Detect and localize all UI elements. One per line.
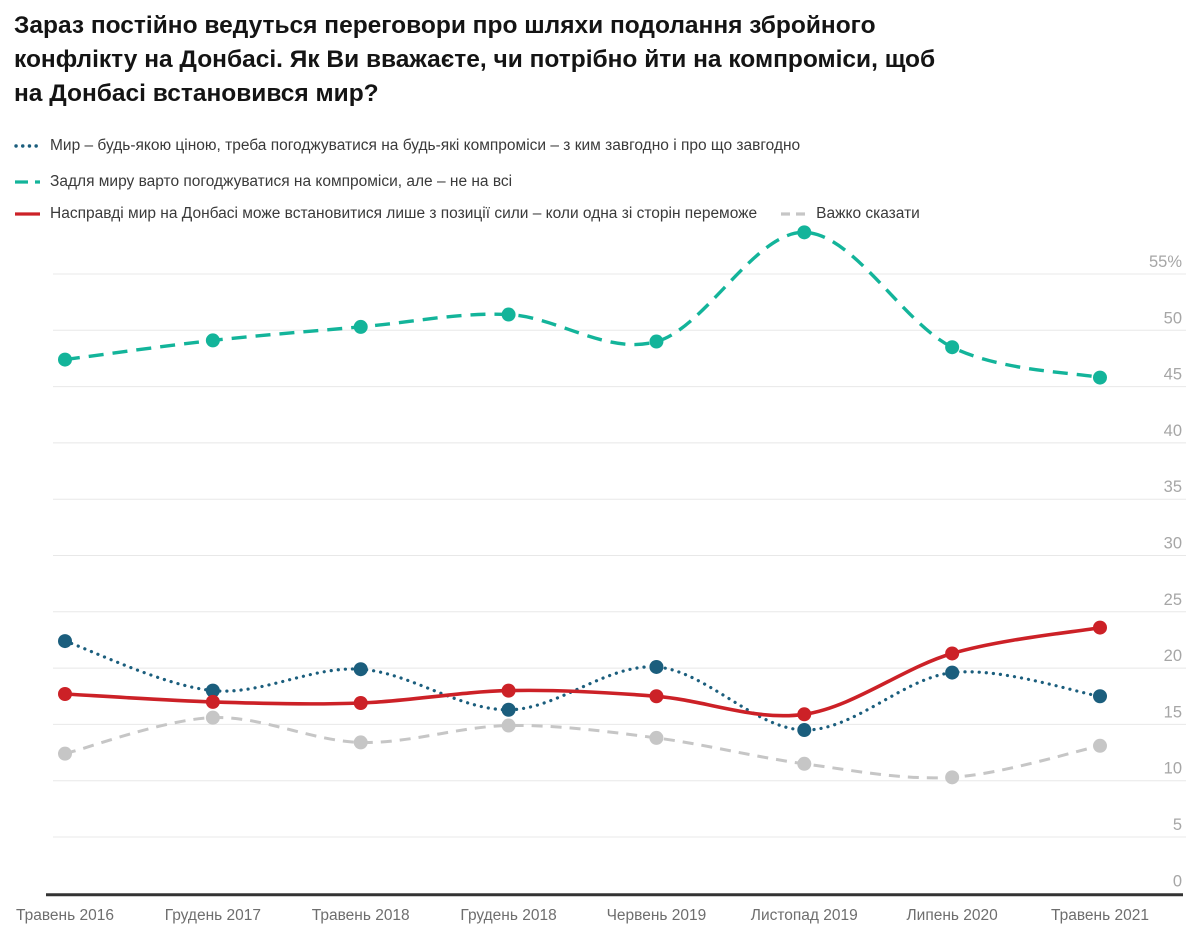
y-tick-label: 35 bbox=[1164, 478, 1182, 496]
legend-label: Важко сказати bbox=[816, 205, 920, 222]
legend-label: Насправді мир на Донбасі може встановити… bbox=[50, 205, 758, 222]
legend-item-position-of-strength: Насправді мир на Донбасі може встановити… bbox=[14, 205, 757, 223]
x-tick-label: Грудень 2018 bbox=[460, 907, 556, 924]
data-point-series-3 bbox=[945, 770, 960, 785]
y-tick-label: 10 bbox=[1164, 760, 1182, 778]
data-point-series-2 bbox=[353, 696, 368, 711]
data-point-series-3 bbox=[205, 710, 220, 725]
chart-title-line-2: конфлікту на Донбасі. Як Ви вважаєте, чи… bbox=[14, 46, 936, 73]
series-line-0 bbox=[63, 639, 1102, 732]
data-point-series-3 bbox=[797, 756, 812, 771]
data-point-series-1 bbox=[945, 340, 960, 355]
data-point-series-1 bbox=[1093, 370, 1107, 385]
x-tick-label: Травень 2021 bbox=[1051, 907, 1149, 924]
series-line-2 bbox=[64, 625, 1101, 718]
data-point-series-2 bbox=[58, 686, 72, 701]
y-tick-label: 25 bbox=[1164, 591, 1182, 609]
data-point-series-2 bbox=[1093, 620, 1107, 635]
data-point-series-0 bbox=[649, 659, 664, 674]
y-tick-label: 5 bbox=[1173, 816, 1182, 834]
y-tick-label: 50 bbox=[1164, 309, 1182, 327]
data-point-series-2 bbox=[649, 689, 664, 704]
data-point-series-2 bbox=[945, 646, 960, 661]
x-tick-label: Листопад 2019 bbox=[751, 907, 858, 924]
legend-item-peace-at-any-price: Мир – будь-якою ціною, треба погоджувати… bbox=[14, 137, 800, 155]
y-tick-label: 15 bbox=[1164, 703, 1182, 721]
dotted-line-marker-icon bbox=[14, 144, 41, 148]
data-point-series-2 bbox=[205, 694, 220, 709]
data-point-series-0 bbox=[797, 723, 812, 738]
legend-item-compromises-not-all: Задля миру варто погоджуватися на компро… bbox=[14, 173, 512, 191]
data-point-series-1 bbox=[58, 352, 72, 367]
chart-title-line-1: Зараз постійно ведуться переговори про ш… bbox=[14, 12, 876, 39]
short-dashed-line-marker-icon bbox=[781, 212, 807, 216]
solid-line-marker-icon bbox=[15, 212, 40, 216]
legend-row-3: Насправді мир на Донбасі може встановити… bbox=[14, 205, 920, 223]
chart-title: Зараз постійно ведуться переговори про ш… bbox=[14, 9, 935, 111]
x-tick-label: Грудень 2017 bbox=[165, 907, 261, 924]
data-point-series-3 bbox=[501, 718, 516, 733]
data-point-series-0 bbox=[1093, 689, 1107, 704]
data-point-series-2 bbox=[501, 683, 516, 698]
data-point-series-3 bbox=[58, 746, 72, 761]
legend-row-1: Мир – будь-якою ціною, треба погоджувати… bbox=[14, 137, 800, 155]
y-tick-label: 40 bbox=[1164, 422, 1182, 440]
data-point-series-0 bbox=[353, 662, 368, 677]
y-tick-label: 30 bbox=[1164, 535, 1182, 553]
x-tick-label: Липень 2020 bbox=[907, 907, 999, 924]
y-tick-label: 55% bbox=[1149, 253, 1182, 271]
series-line-1 bbox=[64, 230, 1101, 380]
dashed-line-marker-icon bbox=[15, 180, 40, 184]
y-tick-label: 45 bbox=[1164, 366, 1182, 384]
legend-row-2: Задля миру варто погоджуватися на компро… bbox=[14, 173, 512, 191]
data-point-series-0 bbox=[205, 683, 220, 698]
x-tick-label: Травень 2016 bbox=[16, 907, 114, 924]
data-point-series-3 bbox=[1093, 738, 1107, 753]
data-point-series-1 bbox=[797, 225, 812, 240]
data-point-series-2 bbox=[797, 707, 812, 722]
data-point-series-1 bbox=[649, 334, 664, 349]
data-point-series-0 bbox=[945, 665, 960, 680]
data-point-series-3 bbox=[353, 735, 368, 750]
y-tick-label: 0 bbox=[1173, 872, 1182, 890]
data-point-series-1 bbox=[353, 319, 368, 334]
data-point-series-3 bbox=[649, 730, 664, 745]
chart-title-line-3: на Донбасі встановився мир? bbox=[14, 80, 379, 107]
data-point-series-1 bbox=[501, 307, 516, 322]
legend-label: Задля миру варто погоджуватися на компро… bbox=[50, 173, 513, 190]
data-point-series-1 bbox=[205, 333, 220, 348]
y-tick-label: 20 bbox=[1164, 647, 1182, 665]
x-tick-label: Травень 2018 bbox=[312, 907, 410, 924]
series-line-3 bbox=[64, 716, 1101, 780]
data-point-series-0 bbox=[501, 702, 516, 717]
data-point-series-0 bbox=[58, 634, 72, 649]
legend-item-hard-to-say: Важко сказати bbox=[780, 205, 920, 223]
legend-label: Мир – будь-якою ціною, треба погоджувати… bbox=[50, 137, 801, 154]
x-tick-label: Червень 2019 bbox=[607, 907, 707, 924]
